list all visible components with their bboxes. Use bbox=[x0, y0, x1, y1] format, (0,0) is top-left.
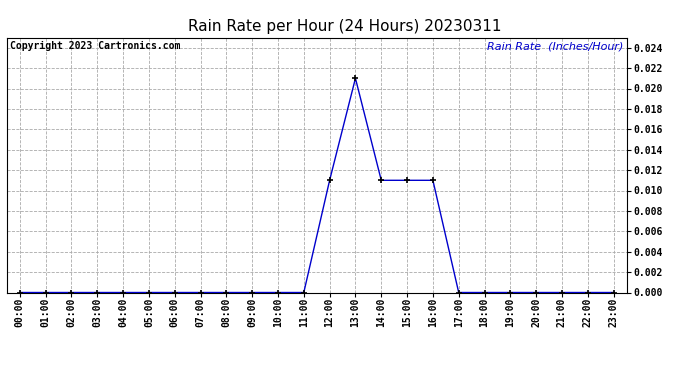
Text: Rain Rate per Hour (24 Hours) 20230311: Rain Rate per Hour (24 Hours) 20230311 bbox=[188, 19, 502, 34]
Text: Copyright 2023 Cartronics.com: Copyright 2023 Cartronics.com bbox=[10, 41, 181, 51]
Text: Rain Rate  (Inches/Hour): Rain Rate (Inches/Hour) bbox=[486, 41, 623, 51]
